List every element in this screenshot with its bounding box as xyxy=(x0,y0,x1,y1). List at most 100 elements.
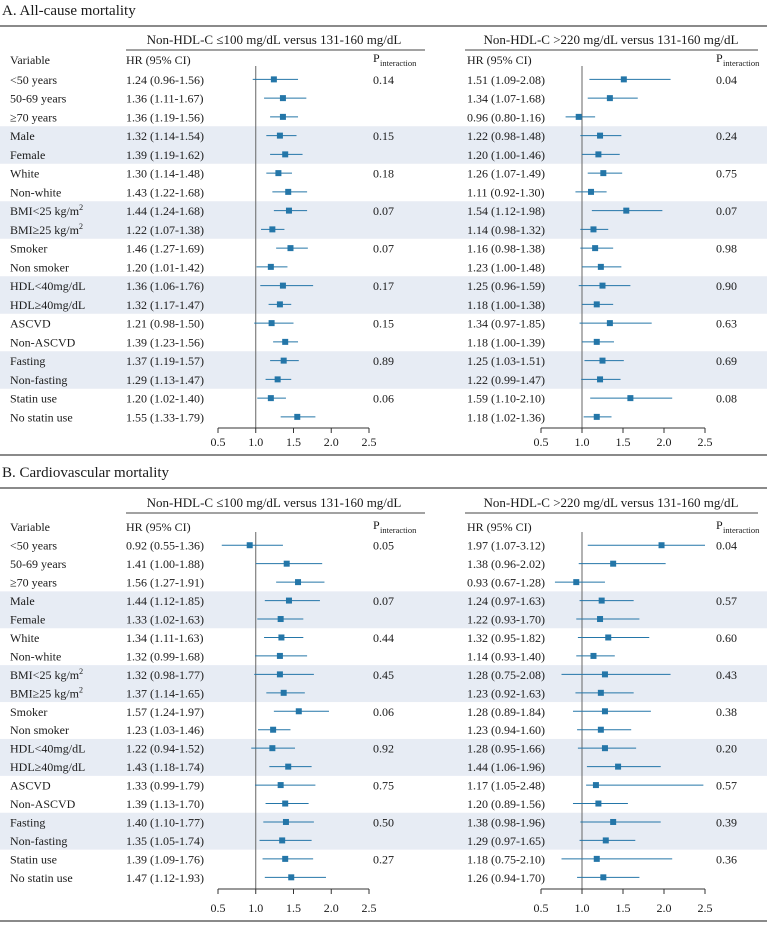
x-axis-tick-label: 2.5 xyxy=(698,901,713,915)
ci-text: 0.96 (0.80-1.16) xyxy=(467,110,545,124)
hr-marker xyxy=(606,320,613,327)
hr-marker xyxy=(610,560,617,567)
row-band xyxy=(0,126,767,164)
p-interaction-value: 0.57 xyxy=(716,594,737,608)
ci-text: 1.44 (1.06-1.96) xyxy=(467,760,545,774)
row-label: ASCVD xyxy=(10,317,51,331)
row-label: 50-69 years xyxy=(10,557,67,571)
hr-marker xyxy=(279,113,286,120)
column-header-p-subscript: interaction xyxy=(723,58,760,68)
hr-marker xyxy=(597,689,604,696)
ci-text: 1.23 (0.92-1.63) xyxy=(467,686,545,700)
ci-text: 1.26 (1.07-1.49) xyxy=(467,167,545,181)
ci-text: 1.38 (0.96-2.02) xyxy=(467,557,545,571)
p-interaction-value: 0.39 xyxy=(716,815,737,829)
column-header-hr: HR (95% CI) xyxy=(126,520,191,534)
row-band xyxy=(0,591,767,629)
hr-marker xyxy=(267,395,274,402)
hr-marker xyxy=(269,226,276,233)
hr-marker xyxy=(606,95,613,102)
hr-marker xyxy=(595,800,602,807)
ci-text: 1.36 (1.11-1.67) xyxy=(126,92,204,106)
ci-text: 1.32 (0.98-1.77) xyxy=(126,668,204,682)
hr-marker xyxy=(597,376,604,383)
p-interaction-value: 0.17 xyxy=(373,279,394,293)
p-interaction-value: 0.69 xyxy=(716,354,737,368)
column-header-p-subscript: interaction xyxy=(723,525,760,535)
ci-text: 1.29 (0.97-1.65) xyxy=(467,834,545,848)
hr-marker xyxy=(620,76,627,83)
ci-text: 1.18 (1.02-1.36) xyxy=(467,410,545,424)
p-interaction-value: 0.07 xyxy=(716,204,737,218)
ci-text: 1.22 (0.93-1.70) xyxy=(467,613,545,627)
ci-text: 1.18 (0.75-2.10) xyxy=(467,852,545,866)
hr-marker xyxy=(573,579,580,586)
forest-panel-low: Non-HDL-C ≤100 mg/dL versus 131-160 mg/d… xyxy=(126,32,425,449)
row-label: HDL≥40mg/dL xyxy=(10,760,85,774)
ci-text: 0.93 (0.67-1.28) xyxy=(467,576,545,590)
ci-text: 1.17 (1.05-2.48) xyxy=(467,779,545,793)
ci-text: 1.20 (1.02-1.40) xyxy=(126,392,204,406)
row-label: HDL<40mg/dL xyxy=(10,279,85,293)
hr-marker xyxy=(276,132,283,139)
column-header-p: P xyxy=(716,51,723,65)
p-interaction-value: 0.08 xyxy=(716,392,737,406)
column-header-hr: HR (95% CI) xyxy=(126,53,191,67)
p-interaction-value: 0.45 xyxy=(373,668,394,682)
ci-text: 1.24 (0.97-1.63) xyxy=(467,594,545,608)
p-interaction-value: 0.06 xyxy=(373,705,394,719)
hr-marker xyxy=(599,357,606,364)
row-band xyxy=(0,665,767,703)
hr-marker xyxy=(592,782,599,789)
hr-marker xyxy=(246,542,253,549)
p-interaction-value: 0.05 xyxy=(373,539,394,553)
ci-text: 1.39 (1.23-1.56) xyxy=(126,335,204,349)
column-header-hr: HR (95% CI) xyxy=(467,520,532,534)
hr-marker xyxy=(295,579,302,586)
row-label: Female xyxy=(10,148,45,162)
ci-text: 1.37 (1.14-1.65) xyxy=(126,686,204,700)
x-axis-tick-label: 1.0 xyxy=(575,901,590,915)
ci-text: 1.16 (0.98-1.38) xyxy=(467,242,545,256)
hr-marker xyxy=(270,726,277,733)
hr-marker xyxy=(593,855,600,862)
p-interaction-value: 0.50 xyxy=(373,815,394,829)
ci-text: 1.20 (1.00-1.46) xyxy=(467,148,545,162)
ci-text: 1.97 (1.07-3.12) xyxy=(467,539,545,553)
ci-text: 1.38 (0.98-1.96) xyxy=(467,815,545,829)
row-label: <50 years xyxy=(10,539,57,553)
hr-marker xyxy=(294,413,301,420)
hr-marker xyxy=(270,76,277,83)
ci-text: 1.46 (1.27-1.69) xyxy=(126,242,204,256)
x-axis-tick-label: 1.5 xyxy=(286,435,301,449)
row-band xyxy=(0,201,767,239)
hr-marker xyxy=(282,338,289,345)
p-interaction-value: 0.14 xyxy=(373,73,394,87)
row-label: Smoker xyxy=(10,705,47,719)
ci-text: 1.56 (1.27-1.91) xyxy=(126,576,204,590)
hr-marker xyxy=(598,597,605,604)
ci-text: 1.59 (1.10-2.10) xyxy=(467,392,545,406)
hr-marker xyxy=(282,151,289,158)
section-title: A. All-cause mortality xyxy=(2,3,136,19)
x-axis-tick-label: 2.5 xyxy=(362,901,377,915)
hr-marker xyxy=(615,763,622,770)
row-label: Non-fasting xyxy=(10,373,67,387)
ci-text: 1.14 (0.98-1.32) xyxy=(467,223,545,237)
ci-text: 1.36 (1.19-1.56) xyxy=(126,110,204,124)
row-label: BMI≥25 kg/m2 xyxy=(10,685,83,700)
ci-text: 1.25 (0.96-1.59) xyxy=(467,279,545,293)
ci-text: 1.11 (0.92-1.30) xyxy=(467,185,545,199)
p-interaction-value: 0.57 xyxy=(716,779,737,793)
x-axis-tick-label: 1.5 xyxy=(286,901,301,915)
p-interaction-value: 0.07 xyxy=(373,594,394,608)
ci-text: 1.34 (1.07-1.68) xyxy=(467,92,545,106)
hr-marker xyxy=(277,616,284,623)
ci-text: 1.18 (1.00-1.39) xyxy=(467,335,545,349)
ci-text: 1.25 (1.03-1.51) xyxy=(467,354,545,368)
row-label: Non-ASCVD xyxy=(10,797,76,811)
hr-marker xyxy=(593,338,600,345)
row-label: Non smoker xyxy=(10,260,69,274)
hr-marker xyxy=(597,263,604,270)
